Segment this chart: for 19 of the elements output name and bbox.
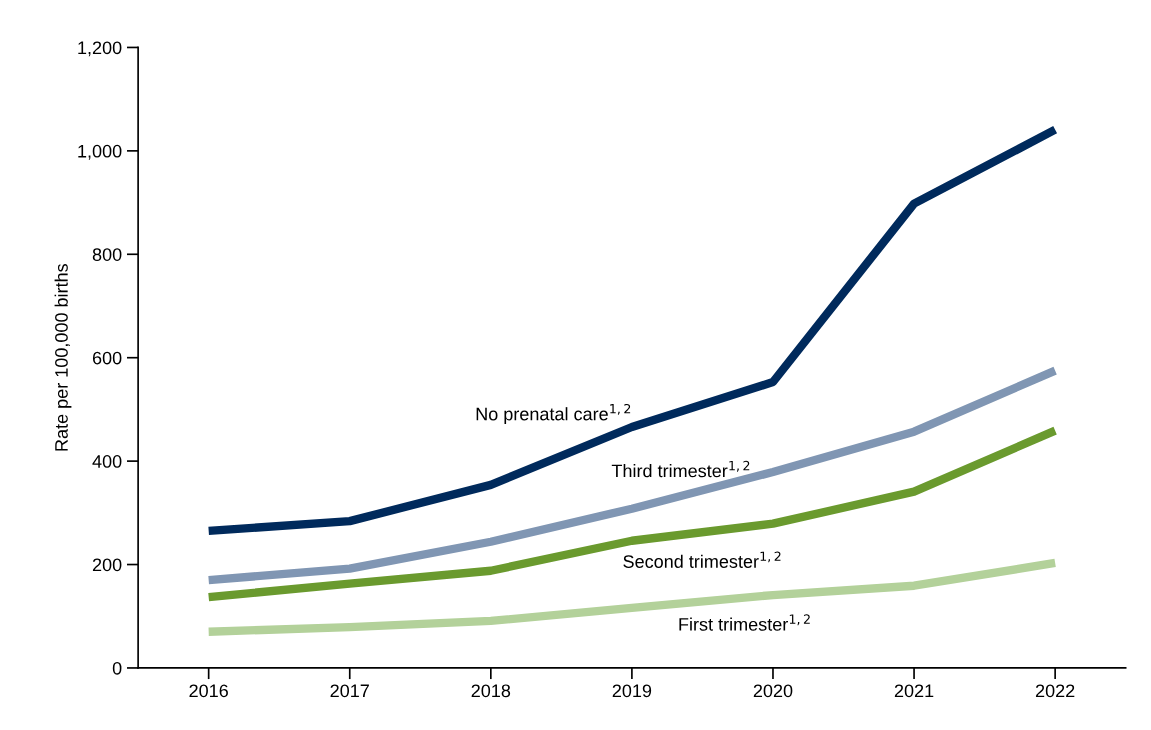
series-label: First trimester$^{1,2}$ (679, 614, 810, 631)
x-tick-label: 2021 (894, 684, 934, 698)
y-axis-title: Rate per 100,000 births (54, 263, 72, 451)
y-tick-label: 1,000 (78, 144, 122, 160)
x-tick-label: 2017 (330, 684, 369, 698)
x-tick-label: 2020 (753, 684, 793, 698)
y-tick-label: 400 (92, 455, 122, 468)
y-tick-label: 800 (92, 248, 122, 261)
series-label: Third trimester$^{1,2}$ (611, 460, 750, 478)
series-label: Second trimester$^{1,2}$ (623, 551, 781, 568)
y-tick-label: 0 (112, 661, 122, 675)
y-tick-label: 200 (92, 558, 122, 572)
x-tick-label: 2018 (471, 684, 511, 698)
x-tick-label: 2022 (1035, 684, 1075, 698)
x-tick-label: 2016 (189, 684, 228, 698)
x-tick-label: 2019 (612, 684, 652, 698)
y-tick-label: 1,200 (78, 41, 122, 57)
y-tick-label: 600 (92, 351, 122, 365)
series-label: No prenatal care$^{1,2}$ (476, 403, 631, 424)
